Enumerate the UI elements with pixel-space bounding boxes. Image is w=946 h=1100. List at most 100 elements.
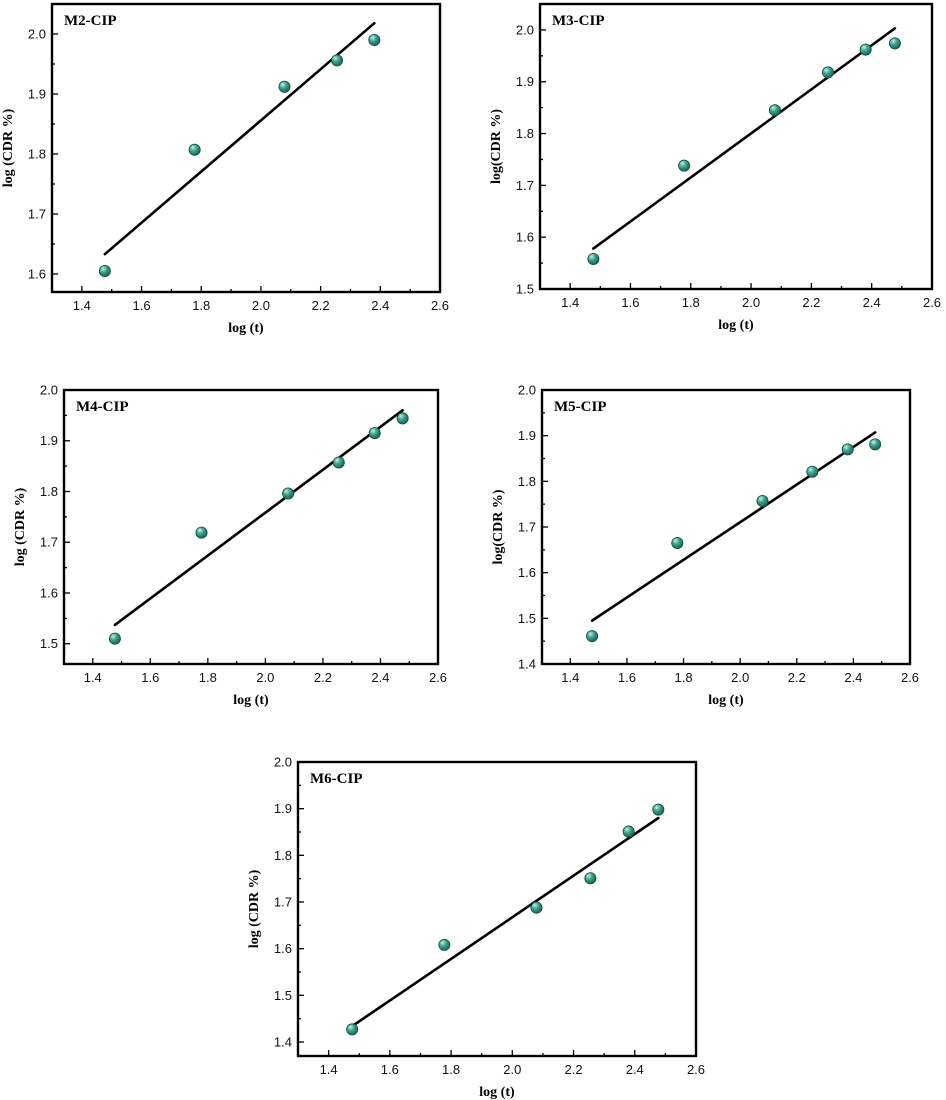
data-point [622, 825, 635, 838]
data-point [671, 536, 684, 549]
plot-frame [538, 2, 934, 291]
x-axis-label: log (t) [718, 318, 754, 333]
x-axis-label: log (t) [233, 693, 269, 708]
x-tick-label: 2.2 [564, 1062, 582, 1077]
data-point [368, 34, 381, 47]
x-axis-label: log (t) [479, 1085, 515, 1100]
x-tick-label: 1.8 [674, 670, 692, 685]
y-tick-label: 2.0 [40, 383, 58, 398]
y-tick-label: 1.4 [274, 1035, 292, 1050]
y-tick-label: 1.7 [28, 207, 46, 222]
data-point [530, 901, 543, 914]
x-tick-label: 2.4 [844, 670, 862, 685]
data-point [888, 37, 901, 50]
panel-title: M6-CIP [310, 771, 363, 787]
x-tick-label: 2.2 [788, 670, 806, 685]
data-point [188, 143, 201, 156]
fit-line [590, 431, 877, 622]
x-tick-label: 2.0 [731, 670, 749, 685]
y-tick-label: 1.5 [518, 611, 536, 626]
data-point [584, 872, 597, 885]
data-point [346, 1023, 359, 1036]
data-point [869, 438, 882, 451]
panel-1: 1.4 1.6 1.8 2.0 2.2 2.4 2.6 1.6 1.7 1.8 1.9 2.0 log … [1, 2, 449, 336]
x-tick-label: 1.8 [442, 1062, 460, 1077]
data-point [396, 412, 409, 425]
x-tick-label: 2.2 [312, 298, 330, 313]
data-point [438, 938, 451, 951]
y-tick-label: 1.8 [274, 848, 292, 863]
x-tick-label: 2.0 [742, 295, 760, 310]
plot-frame [296, 760, 698, 1058]
panel-5: 1.4 1.6 1.8 2.0 2.2 2.4 2.6 1.4 1.5 1.6 1.7 1.8 1.9 2… [247, 755, 705, 1100]
plot-frame [540, 388, 912, 666]
y-axis-label: log(CDR %) [491, 489, 506, 564]
y-tick-label: 2.0 [518, 383, 536, 398]
panel-title: M2-CIP [64, 13, 117, 29]
x-tick-label: 1.6 [621, 295, 639, 310]
data-point [859, 43, 872, 56]
y-tick-label: 1.7 [516, 178, 534, 193]
y-tick-label: 2.0 [516, 22, 534, 37]
x-tick-label: 1.4 [561, 670, 579, 685]
y-tick-label: 2.0 [28, 27, 46, 42]
data-point [278, 80, 291, 93]
x-axis-label: log (t) [228, 321, 264, 336]
data-point [841, 443, 854, 456]
data-point [652, 803, 665, 816]
fit-line [113, 408, 404, 627]
y-tick-label: 1.6 [518, 565, 536, 580]
data-point [331, 54, 344, 67]
y-axis-label: log (CDR %) [13, 487, 28, 566]
y-axis-label: log (CDR %) [247, 869, 262, 948]
x-tick-label: 2.2 [314, 670, 332, 685]
y-tick-label: 1.6 [28, 267, 46, 282]
data-point [98, 264, 111, 277]
x-tick-label: 2.4 [863, 295, 881, 310]
y-tick-label: 1.5 [40, 636, 58, 651]
y-tick-label: 1.7 [274, 895, 292, 910]
x-tick-label: 1.4 [320, 1062, 338, 1077]
data-point [806, 465, 819, 478]
data-point [768, 104, 781, 117]
x-tick-label: 1.8 [199, 670, 217, 685]
fit-line [350, 816, 660, 1028]
x-tick-label: 2.0 [252, 298, 270, 313]
data-point [195, 526, 208, 539]
x-tick-label: 2.4 [371, 670, 389, 685]
y-tick-label: 1.6 [516, 230, 534, 245]
x-tick-label: 2.0 [503, 1062, 521, 1077]
x-tick-label: 1.6 [141, 670, 159, 685]
y-tick-label: 1.5 [516, 282, 534, 297]
y-tick-label: 1.9 [518, 428, 536, 443]
y-axis-label: log (CDR %) [1, 108, 16, 187]
data-point [368, 427, 381, 440]
x-tick-label: 1.4 [84, 670, 102, 685]
panel-4: 1.4 1.6 1.8 2.0 2.2 2.4 2.6 1.4 1.5 1.6 1.7 1.8 1.9 2… [491, 383, 919, 709]
x-tick-label: 1.4 [561, 295, 579, 310]
panel-title: M5-CIP [554, 399, 607, 415]
panel-title: M3-CIP [552, 13, 605, 29]
plot-frame [62, 388, 440, 666]
x-tick-label: 2.4 [626, 1062, 644, 1077]
data-point [108, 632, 121, 645]
y-tick-label: 1.9 [28, 87, 46, 102]
x-tick-label: 1.4 [73, 298, 91, 313]
y-tick-label: 1.9 [274, 801, 292, 816]
y-tick-label: 1.8 [40, 484, 58, 499]
panel-title: M4-CIP [76, 399, 129, 415]
x-tick-label: 2.2 [802, 295, 820, 310]
x-tick-label: 2.6 [901, 670, 919, 685]
x-axis-label: log (t) [708, 693, 744, 708]
data-point [332, 456, 345, 469]
y-axis-label: log(CDR %) [489, 109, 504, 184]
data-point [586, 630, 599, 643]
y-tick-label: 1.8 [518, 474, 536, 489]
x-tick-label: 2.6 [429, 670, 447, 685]
plot-frame [50, 2, 442, 294]
x-tick-label: 1.8 [682, 295, 700, 310]
y-tick-label: 1.6 [40, 585, 58, 600]
fit-line [592, 27, 897, 250]
x-tick-label: 2.4 [371, 298, 389, 313]
